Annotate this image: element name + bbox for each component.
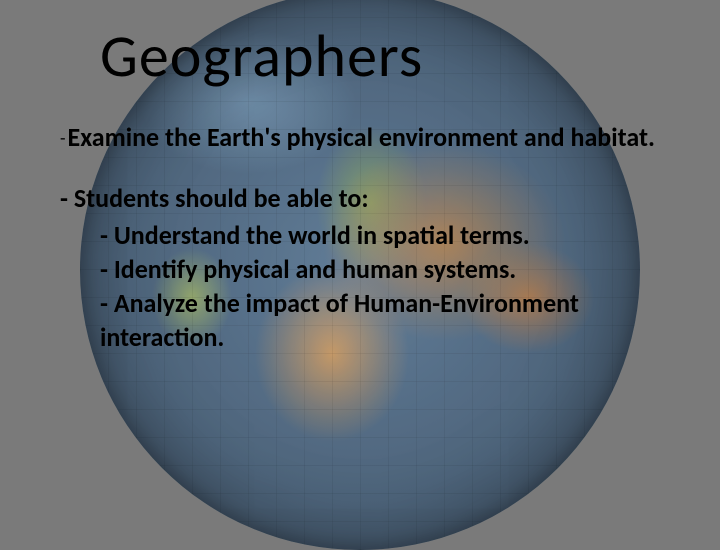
slide-title: Geographers [100, 20, 660, 93]
intro-text: -Examine the Earth's physical environmen… [60, 121, 660, 154]
objective-item: - Analyze the impact of Human-Environmen… [100, 287, 660, 355]
objective-item: - Understand the world in spatial terms. [100, 219, 660, 253]
objectives-list: - Understand the world in spatial terms.… [100, 219, 660, 354]
slide-content: Geographers -Examine the Earth's physica… [0, 0, 720, 354]
intro-dash: - [60, 127, 66, 149]
objective-item: - Identify physical and human systems. [100, 253, 660, 287]
intro-body: Examine the Earth's physical environment… [68, 121, 655, 153]
objectives-lead: - Students should be able to: [60, 182, 660, 216]
